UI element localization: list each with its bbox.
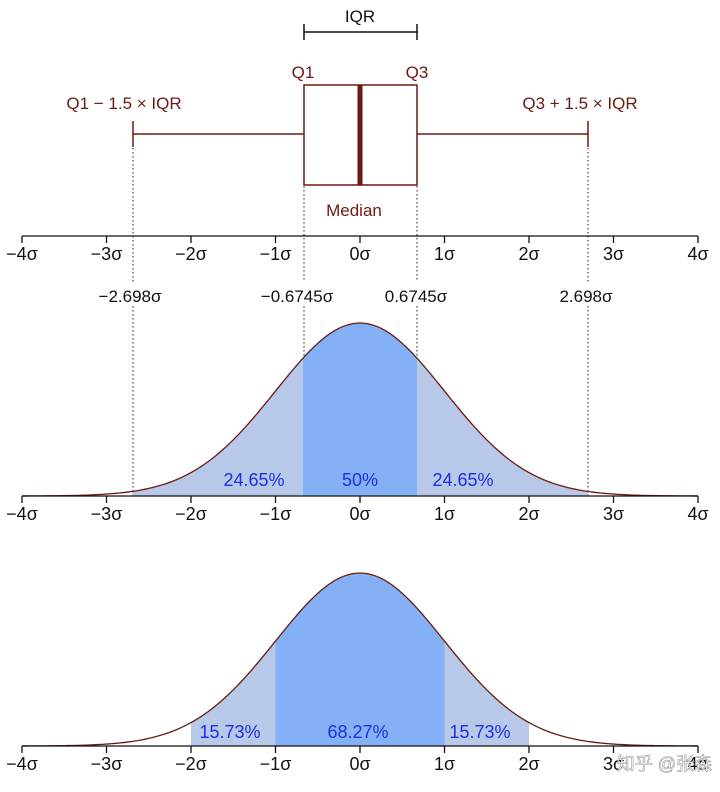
axis-tick-label: −4σ <box>6 244 38 264</box>
curve2-left-percent: 15.73% <box>199 722 260 742</box>
axis-tick-label: 0σ <box>349 504 370 524</box>
watermark: 知乎 @张森 <box>617 754 712 774</box>
axis-tick-label: −3σ <box>91 504 123 524</box>
curve1-left-percent: 24.65% <box>223 470 284 490</box>
axis-tick-label: 4σ <box>687 244 708 264</box>
axis-tick-label: 2σ <box>518 504 539 524</box>
curve1-center-percent: 50% <box>342 470 378 490</box>
cutoff-neg-quartile: −0.6745σ <box>261 287 334 306</box>
axis-tick-label: 2σ <box>518 244 539 264</box>
sigma-axis-bottom: −4σ −3σ −2σ −1σ 0σ 1σ 2σ 3σ 4σ <box>6 745 709 774</box>
curve1-inner-fill <box>303 323 417 496</box>
cutoff-labels: −2.698σ −0.6745σ 0.6745σ 2.698σ <box>99 287 614 306</box>
axis-tick-label: 3σ <box>603 504 624 524</box>
cutoff-pos-quartile: 0.6745σ <box>385 287 448 306</box>
axis-tick-label: 3σ <box>603 754 624 774</box>
axis-tick-label: 0σ <box>349 754 370 774</box>
axis-tick-label: −2σ <box>175 504 207 524</box>
axis-tick-label: −1σ <box>260 754 292 774</box>
lower-whisker-label: Q1 − 1.5 × IQR <box>66 94 181 113</box>
iqr-label: IQR <box>345 7 375 26</box>
cutoff-neg-whisker: −2.698σ <box>99 287 162 306</box>
cutoff-pos-whisker: 2.698σ <box>559 287 613 306</box>
axis-tick-label: −3σ <box>91 754 123 774</box>
axis-tick-label: 3σ <box>603 244 624 264</box>
curve2-right-percent: 15.73% <box>449 722 510 742</box>
q1-label: Q1 <box>292 63 315 82</box>
axis-tick-label: −4σ <box>6 504 38 524</box>
axis-tick-label: 4σ <box>687 504 708 524</box>
sigma-axis-top: −4σ −3σ −2σ −1σ 0σ 1σ 2σ 3σ 4σ <box>6 235 709 264</box>
axis-tick-label: 1σ <box>434 244 455 264</box>
sigma-axis-middle: −4σ −3σ −2σ −1σ 0σ 1σ 2σ 3σ 4σ <box>6 495 709 524</box>
q3-label: Q3 <box>406 63 429 82</box>
axis-tick-label: −3σ <box>91 244 123 264</box>
axis-tick-label: 1σ <box>434 504 455 524</box>
upper-whisker-label: Q3 + 1.5 × IQR <box>522 94 637 113</box>
guide-lines <box>132 148 589 497</box>
curve1-right-percent: 24.65% <box>432 470 493 490</box>
axis-tick-label: −2σ <box>175 754 207 774</box>
axis-tick-label: −1σ <box>260 504 292 524</box>
axis-tick-label: 1σ <box>434 754 455 774</box>
axis-tick-label: 4σ <box>687 754 708 774</box>
boxplot: IQR Q1 Q3 Q1 − 1.5 × IQR Q3 + 1.5 × IQR … <box>66 7 637 220</box>
normal-curve-quartiles: −4σ −3σ −2σ −1σ 0σ 1σ 2σ 3σ 4σ 24.65% 50% 24.65% <box>6 322 709 524</box>
axis-tick-label: −1σ <box>260 244 292 264</box>
axis-tick-label: −4σ <box>6 754 38 774</box>
axis-tick-label: 0σ <box>349 244 370 264</box>
axis-tick-label: 2σ <box>518 754 539 774</box>
curve2-center-percent: 68.27% <box>327 722 388 742</box>
curve2-outline <box>21 572 699 747</box>
curve1-outline <box>21 322 699 497</box>
median-label: Median <box>326 201 382 220</box>
normal-curve-sigma: −4σ −3σ −2σ −1σ 0σ 1σ 2σ 3σ 4σ 15.73% 68.27% 15.… <box>6 572 709 774</box>
curve2-inner-fill <box>275 573 445 746</box>
axis-tick-label: −2σ <box>175 244 207 264</box>
